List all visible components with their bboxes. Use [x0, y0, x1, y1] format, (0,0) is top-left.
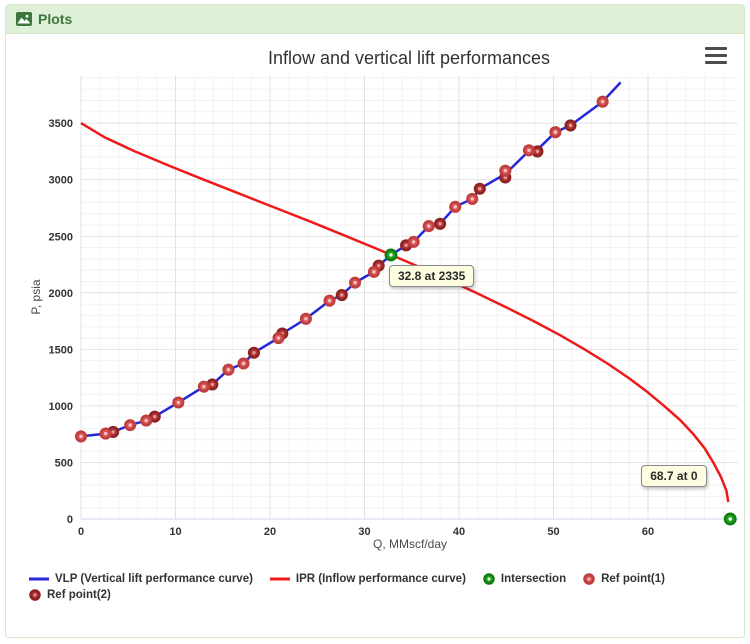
legend-item-ref2[interactable]: Ref point(2) — [28, 588, 111, 602]
legend-item-ipr[interactable]: IPR (Inflow performance curve) — [269, 572, 466, 586]
intersection-annotation-label: 32.8 at 2335 — [389, 265, 474, 287]
legend-label-intersection: Intersection — [501, 573, 566, 585]
ref-point-1-marker-center — [454, 205, 457, 208]
ref-point-2-marker-center — [569, 124, 572, 127]
ref-point-1-marker-center — [202, 385, 205, 388]
y-tick-label: 1000 — [49, 401, 73, 413]
ref-point-2-marker-center — [211, 383, 214, 386]
ipr-line-symbol — [269, 572, 291, 586]
y-axis-title: P, psia — [29, 279, 43, 314]
plots-panel: Plots 0 10 20 30 40 50 60 0 500 1000 1500 2000 2500 3… — [5, 4, 745, 638]
ref-point-1-marker-center — [227, 368, 230, 371]
y-tick-label: 500 — [55, 457, 73, 469]
x-tick-label: 30 — [358, 526, 370, 538]
ref-point-1-marker-center — [412, 240, 415, 243]
ref-point-1-marker-center — [104, 432, 107, 435]
legend-item-intersection[interactable]: Intersection — [482, 572, 566, 586]
ref-point-1-marker-center — [328, 299, 331, 302]
x-tick-label: 40 — [453, 526, 465, 538]
y-tick-label: 3000 — [49, 175, 73, 187]
ref-point-1-marker-center — [128, 423, 131, 426]
hamburger-menu-icon — [705, 54, 727, 57]
panel-header: Plots — [6, 5, 744, 34]
legend-label-ref1: Ref point(1) — [601, 573, 665, 585]
ref-point-1-marker-center — [353, 281, 356, 284]
performance-chart: 0 10 20 30 40 50 60 0 500 1000 1500 2000 2500 3000 350… — [6, 34, 744, 564]
panel-title: Plots — [38, 11, 72, 27]
ref-point-1-marker-center — [277, 336, 280, 339]
y-tick-label: 2500 — [49, 231, 73, 243]
ref-point-1-marker-center — [427, 224, 430, 227]
ref-point-2-marker-center — [404, 244, 407, 247]
x-tick-label: 60 — [642, 526, 654, 538]
legend-label-vlp: VLP (Vertical lift performance curve) — [55, 573, 253, 585]
x-tick-label: 10 — [169, 526, 181, 538]
ref-point-2-marker-center — [252, 351, 255, 354]
legend-item-ref1[interactable]: Ref point(1) — [582, 572, 665, 586]
legend-label-ipr: IPR (Inflow performance curve) — [296, 573, 466, 585]
chart-legend: VLP (Vertical lift performance curve) IP… — [28, 572, 730, 602]
x-tick-label: 50 — [547, 526, 559, 538]
ref-point-2-marker-center — [340, 293, 343, 296]
x-tick-label: 0 — [78, 526, 84, 538]
ref-point-1-marker-center — [554, 130, 557, 133]
chart-area: 0 10 20 30 40 50 60 0 500 1000 1500 2000 2500 3000 350… — [6, 34, 744, 637]
ref-point-2-marker-center — [478, 187, 481, 190]
ref-point-1-marker-center — [504, 169, 507, 172]
ref-point-1-marker-center — [145, 419, 148, 422]
ref-point-1-marker-center — [601, 100, 604, 103]
hamburger-menu-icon — [705, 61, 727, 64]
ref-point-2-marker-center — [536, 150, 539, 153]
ref-point-1-marker-center — [372, 270, 375, 273]
legend-label-ref2: Ref point(2) — [47, 589, 111, 601]
ref-point-2-marker-center — [438, 222, 441, 225]
ref1-dot-symbol — [582, 572, 596, 586]
chart-title: Inflow and vertical lift performances — [268, 48, 550, 68]
hamburger-menu-icon — [705, 47, 727, 50]
ref2-dot-symbol — [28, 588, 42, 602]
y-tick-label: 2000 — [49, 288, 73, 300]
gridlines — [81, 75, 738, 519]
y-tick-label: 0 — [67, 514, 73, 526]
intersection-marker-center — [729, 517, 732, 520]
picture-icon — [16, 12, 32, 26]
aof-annotation-label: 68.7 at 0 — [641, 465, 706, 487]
chart-context-menu-button[interactable] — [705, 47, 727, 64]
legend-item-vlp[interactable]: VLP (Vertical lift performance curve) — [28, 572, 253, 586]
ref-point-2-marker-center — [377, 264, 380, 267]
x-axis-title: Q, MMscf/day — [373, 537, 447, 551]
y-tick-label: 1500 — [49, 344, 73, 356]
ref-point-1-marker-center — [471, 197, 474, 200]
intersection-marker-center — [389, 253, 392, 256]
ref-point-1-marker-center — [304, 317, 307, 320]
y-tick-label: 3500 — [49, 118, 73, 130]
intersection-dot-symbol — [482, 572, 496, 586]
ref-point-2-marker-center — [153, 415, 156, 418]
vlp-line-symbol — [28, 572, 50, 586]
x-tick-label: 20 — [264, 526, 276, 538]
ref-point-2-marker-center — [111, 430, 114, 433]
ref-point-1-marker-center — [242, 362, 245, 365]
ref-point-1-marker-center — [79, 435, 82, 438]
ref-point-1-marker-center — [527, 149, 530, 152]
ref-point-1-marker-center — [177, 401, 180, 404]
